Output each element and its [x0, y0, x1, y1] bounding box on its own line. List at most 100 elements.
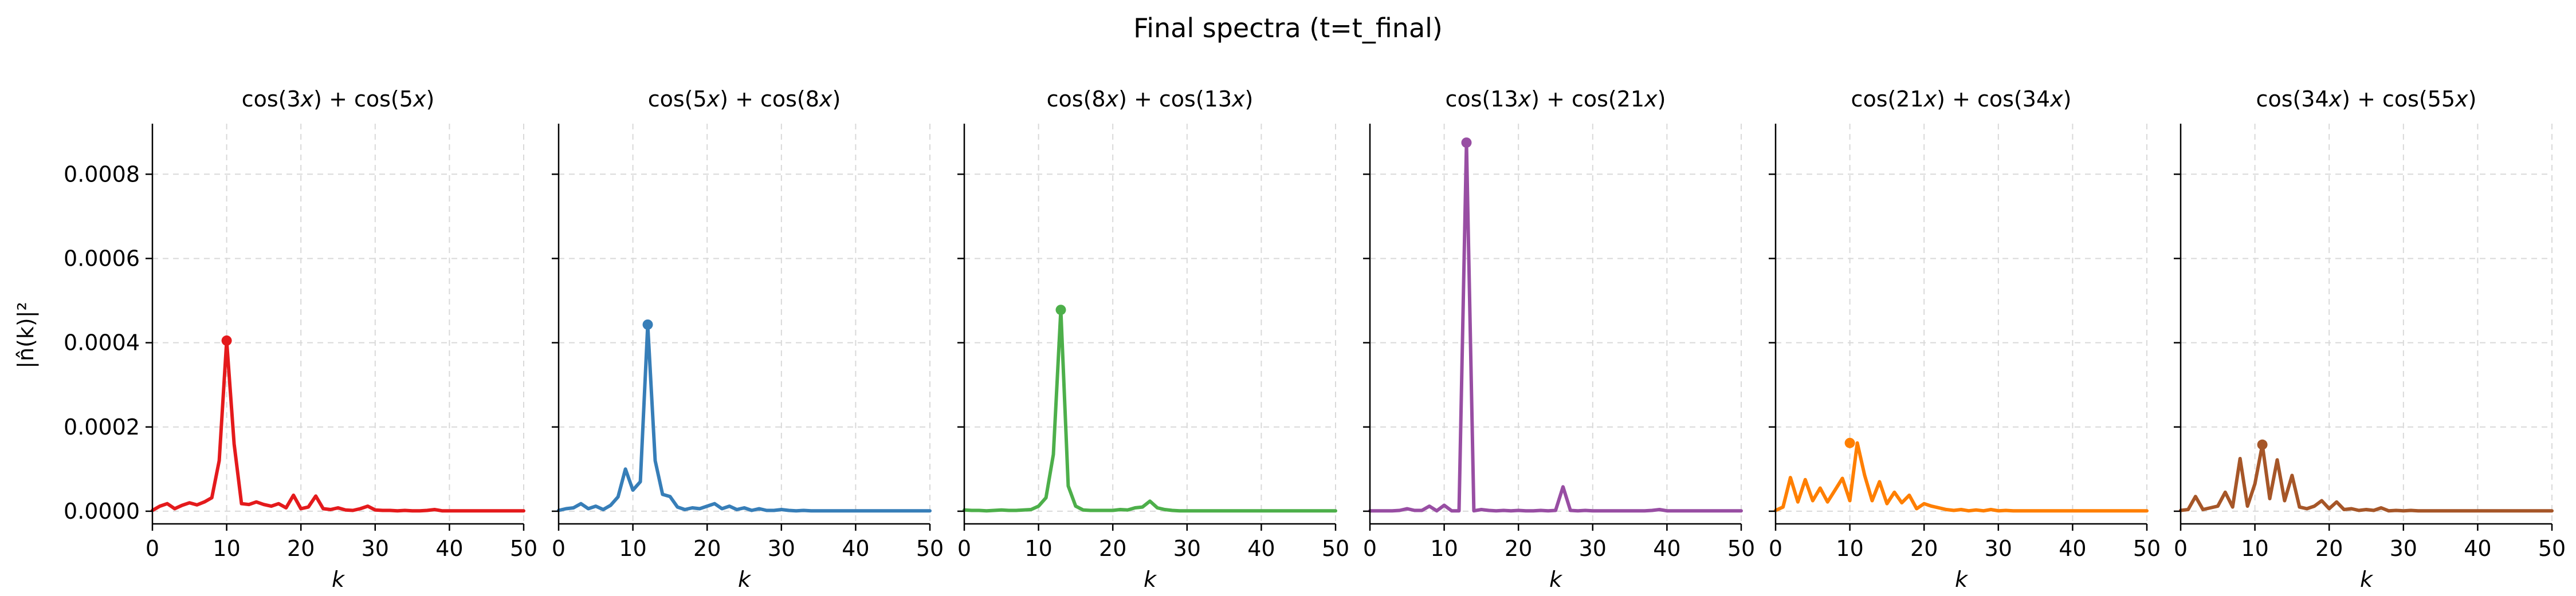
subplot-title: cos(3x) + cos(5x): [242, 86, 435, 112]
y-tick-label: 0.0004: [64, 330, 140, 356]
grid: [1369, 124, 1742, 524]
x-tick-label: 10: [1430, 536, 1458, 561]
y-tick-label: 0.0000: [64, 499, 140, 524]
y-tick-label: 0.0008: [64, 161, 140, 187]
y-axis-label: |n̂(k)|²: [13, 302, 39, 369]
subplot-title-part: x: [1923, 86, 1937, 112]
grid: [2180, 124, 2553, 524]
subplot-title-part: ) + cos(13: [1118, 86, 1232, 112]
x-tick-label: 10: [619, 536, 646, 561]
x-tick-label: 40: [2059, 536, 2086, 561]
series-line: [2179, 443, 2554, 513]
x-tick-label: 50: [916, 536, 944, 561]
series-line: [1368, 141, 1743, 513]
subplot-title-part: ) + cos(21: [1531, 86, 1644, 112]
x-tick-label: 0: [552, 536, 566, 561]
grid: [964, 124, 1336, 524]
x-tick-label: 40: [2464, 536, 2491, 561]
subplot-1: 0 10 20 30 40 50 0.0000 0.0002 0.0004 0.0006 0.000…: [13, 86, 537, 592]
x-tick-label: 50: [1727, 536, 1755, 561]
x-tick-label: 0: [1363, 536, 1377, 561]
subplot-title-part: ): [426, 86, 434, 112]
x-axis-label: k: [1549, 567, 1563, 592]
subplot-title-part: ): [1245, 86, 1254, 112]
subplot-title-part: x: [1518, 86, 1532, 112]
subplot-title-part: x: [2455, 86, 2468, 112]
x-tick-label: 30: [362, 536, 389, 561]
subplot-title-part: x: [819, 86, 833, 112]
x-tick-label: 40: [1247, 536, 1275, 561]
x-tick-label: 30: [1985, 536, 2012, 561]
subplot-title-part: x: [300, 86, 314, 112]
subplot-title-part: x: [1644, 86, 1658, 112]
subplot-title-part: cos(5: [648, 86, 707, 112]
subplot-title-part: cos(3: [242, 86, 301, 112]
subplot-title-part: ): [2468, 86, 2477, 112]
x-tick-label: 20: [1910, 536, 1938, 561]
peak-marker: [1844, 437, 1855, 448]
x-axis-label: k: [1955, 567, 1969, 592]
x-tick-label: 40: [1653, 536, 1680, 561]
x-tick-label: 0: [1769, 536, 1782, 561]
x-axis-label: k: [738, 567, 752, 592]
x-tick-label: 50: [1322, 536, 1349, 561]
subplot-title-part: ): [832, 86, 841, 112]
x-tick-label: 50: [510, 536, 537, 561]
subplot-title-part: cos(8: [1047, 86, 1106, 112]
x-axis-label: k: [1144, 567, 1157, 592]
x-axis-label: k: [2360, 567, 2374, 592]
subplot-title-part: x: [2328, 86, 2342, 112]
subplot-title-part: x: [413, 86, 426, 112]
peak-marker: [642, 319, 653, 330]
subplot-title-part: ): [2063, 86, 2072, 112]
x-tick-label: 20: [2315, 536, 2343, 561]
x-tick-label: 30: [2390, 536, 2417, 561]
grid: [1775, 124, 2147, 524]
subplot-title: cos(34x) + cos(55x): [2256, 86, 2477, 112]
subplot-title-part: ) + cos(5: [313, 86, 413, 112]
y-tick-label: 0.0006: [64, 246, 140, 271]
peak-marker: [1461, 137, 1472, 148]
x-tick-label: 40: [435, 536, 463, 561]
subplot-title-part: x: [1105, 86, 1119, 112]
x-tick-label: 10: [213, 536, 240, 561]
x-tick-label: 30: [1579, 536, 1607, 561]
subplot-title-part: x: [2049, 86, 2063, 112]
series-line: [1774, 441, 2149, 513]
subplot-title-part: ) + cos(55: [2342, 86, 2455, 112]
subplot-title-part: ): [1658, 86, 1666, 112]
grid: [152, 124, 524, 524]
subplot-title-part: cos(21: [1851, 86, 1924, 112]
x-tick-label: 10: [1024, 536, 1052, 561]
peak-marker: [1055, 305, 1066, 315]
subplot-title: cos(13x) + cos(21x): [1446, 86, 1666, 112]
subplot-title-part: x: [1231, 86, 1245, 112]
subplot-title-part: cos(13: [1446, 86, 1518, 112]
subplot-title: cos(8x) + cos(13x): [1047, 86, 1254, 112]
subplot-title: cos(5x) + cos(8x): [648, 86, 841, 112]
subplot-title-part: x: [706, 86, 720, 112]
x-tick-label: 0: [2174, 536, 2188, 561]
series-line: [151, 338, 525, 513]
figure-title: Final spectra (t=t_final): [1133, 13, 1443, 44]
subplot-title-part: cos(34: [2256, 86, 2329, 112]
series-line: [963, 308, 1337, 513]
subplot-title-part: ) + cos(8: [720, 86, 819, 112]
x-tick-label: 10: [2241, 536, 2268, 561]
x-tick-label: 0: [146, 536, 159, 561]
subplot-title: cos(21x) + cos(34x): [1851, 86, 2072, 112]
x-tick-label: 50: [2538, 536, 2566, 561]
peak-marker: [2257, 439, 2268, 450]
x-tick-label: 30: [1173, 536, 1201, 561]
grid: [558, 124, 930, 524]
series-line: [557, 323, 932, 513]
x-tick-label: 0: [957, 536, 971, 561]
x-axis-label: k: [332, 567, 345, 592]
x-tick-label: 50: [2133, 536, 2161, 561]
x-tick-label: 20: [693, 536, 721, 561]
